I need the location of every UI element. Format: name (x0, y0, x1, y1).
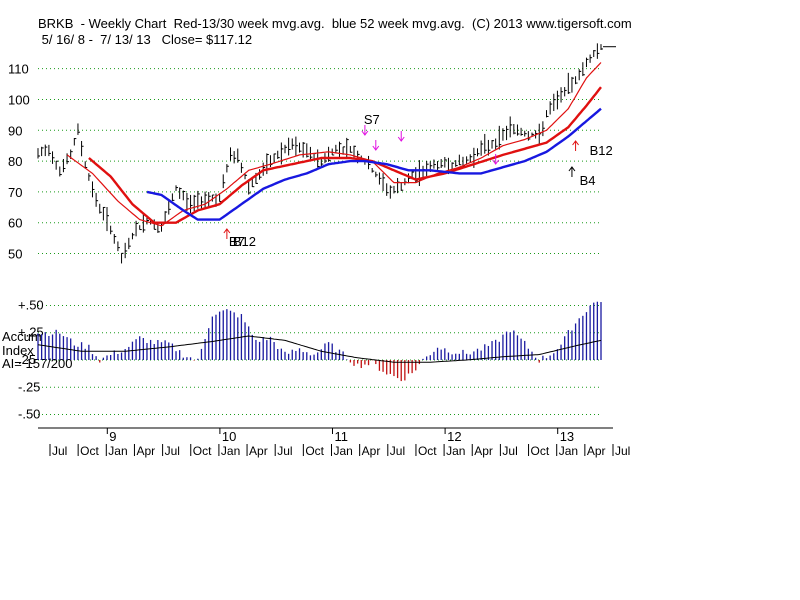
sell-arrow-head (361, 130, 369, 136)
month-label: Jan (334, 444, 353, 458)
month-label: Apr (474, 444, 493, 458)
sell-arrow-head (492, 159, 500, 165)
month-label: Jul (390, 444, 405, 458)
buy-arrow-head (568, 166, 576, 172)
sell-arrow-head (397, 136, 405, 142)
month-label: Apr (587, 444, 606, 458)
index-label: Index (2, 343, 34, 358)
month-label: Oct (80, 444, 99, 458)
accum-smooth-line (37, 335, 602, 363)
date-range: 5/ 16/ 8 - 7/ 13/ 13 (38, 32, 151, 47)
close-price: Close= $117.12 (150, 32, 253, 47)
signal-label-b7: B7 (229, 234, 245, 249)
accum-tick-label: +.50 (18, 297, 44, 312)
month-label: Jan (446, 444, 465, 458)
signal-label-b12: B12 (233, 234, 256, 249)
year-label: 9 (109, 429, 116, 444)
month-label: Oct (193, 444, 212, 458)
ma-line-13-week-mvg-avg- (66, 62, 602, 227)
symbol: BRKB (38, 16, 74, 31)
month-label: Oct (531, 444, 550, 458)
year-label: 12 (447, 429, 461, 444)
month-label: Jul (52, 444, 67, 458)
month-label: Jan (559, 444, 578, 458)
year-label: 11 (335, 429, 349, 444)
x-axis: Jul Oct Jan Apr Jul Oct Jan Apr Jul Oct Jan Apr Jul O… (38, 427, 630, 458)
month-label: Oct (305, 444, 324, 458)
month-label: Apr (249, 444, 268, 458)
year-label: 13 (560, 429, 574, 444)
price-tick-label: 110 (8, 62, 29, 77)
accum-tick-label: .25 (18, 352, 36, 367)
month-label: Oct (418, 444, 437, 458)
price-tick-label: 90 (8, 123, 22, 138)
ai-label: AI= 157/200 (2, 356, 72, 371)
price-tick-label: 60 (8, 216, 22, 231)
month-label: Apr (362, 444, 381, 458)
accum-tick-label: -.50 (18, 407, 40, 422)
ma-line-30-week-mvg-avg- (88, 86, 602, 224)
accum-tick-label: -.25 (18, 379, 40, 394)
title-text: - Weekly Chart Red-13/30 week mvg.avg. b… (73, 16, 632, 31)
signal-label-b12: B12 (590, 143, 613, 158)
signal-label-b4: B4 (580, 173, 596, 188)
month-label: Jul (615, 444, 630, 458)
price-tick-label: 50 (8, 247, 22, 262)
month-label: Jan (108, 444, 127, 458)
price-tick-label: 100 (8, 92, 30, 107)
month-label: Jul (165, 444, 180, 458)
month-label: Jul (502, 444, 517, 458)
accum-label: Accum (2, 329, 42, 344)
year-label: 10 (222, 429, 236, 444)
price-tick-label: 80 (8, 154, 22, 169)
month-label: Jan (221, 444, 240, 458)
signal-label-s7: S7 (364, 112, 380, 127)
accum-tick-label: +.25 (18, 325, 44, 340)
buy-arrow-head (223, 228, 231, 234)
sell-arrow-head (372, 145, 380, 151)
chart-subtitle: 5/ 16/ 8 - 7/ 13/ 13 Close= $117.12 (38, 32, 252, 47)
price-tick-label: 70 (8, 185, 22, 200)
month-label: Apr (136, 444, 155, 458)
chart-title: BRKB - Weekly Chart Red-13/30 week mvg.a… (38, 16, 632, 31)
buy-arrow-head (572, 140, 579, 146)
ma-line-52-week-mvg-avg- (146, 107, 602, 221)
month-label: Jul (277, 444, 292, 458)
